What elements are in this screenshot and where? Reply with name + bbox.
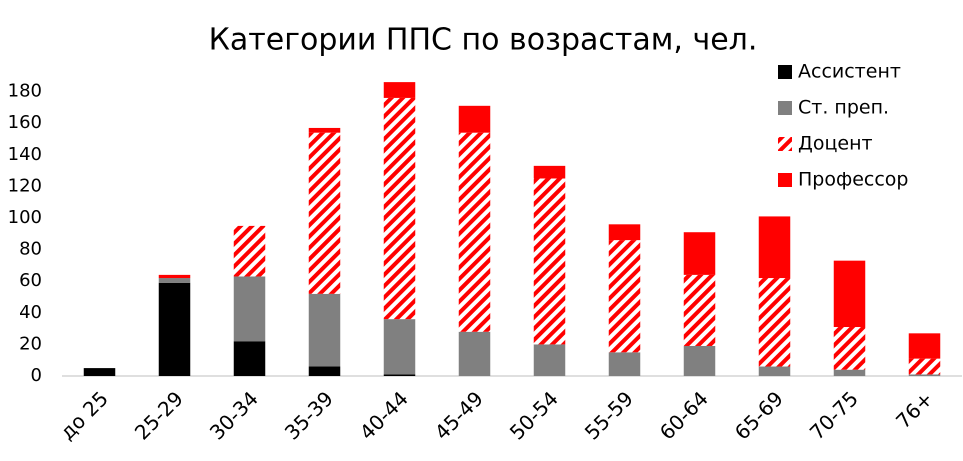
bar-segment: [83, 368, 116, 376]
x-tick-label: 25-29: [130, 386, 188, 444]
bar-segment: [908, 333, 941, 359]
bar-segment: [458, 132, 491, 332]
bar-segment: [458, 331, 491, 376]
bar-segment: [383, 319, 416, 375]
y-tick-label: 160: [8, 112, 42, 133]
bar-segment: [608, 240, 641, 353]
x-tick-label: 40-44: [355, 386, 413, 444]
bar-segment: [683, 232, 716, 275]
bar-segment: [533, 165, 566, 179]
bar-segment: [383, 374, 416, 376]
bar-segment: [758, 366, 791, 376]
y-tick-label: 80: [19, 239, 42, 260]
y-tick-label: 60: [19, 270, 42, 291]
bar-segment: [158, 282, 191, 376]
y-tick-label: 140: [8, 144, 42, 165]
bar-segment: [833, 369, 866, 376]
bar-segment: [158, 278, 191, 283]
bar-segment: [308, 293, 341, 367]
bar-segment: [683, 345, 716, 376]
bar-segment: [608, 352, 641, 376]
x-tick-label: 65-69: [730, 386, 788, 444]
y-tick-label: 40: [19, 302, 42, 323]
bar-segment: [308, 366, 341, 376]
legend-label: Доцент: [798, 133, 873, 155]
x-tick-label: 50-54: [505, 386, 563, 444]
bar-segment: [908, 358, 941, 375]
chart-title: Категории ППС по возрастам, чел.: [209, 23, 758, 58]
legend-swatch: [778, 101, 792, 115]
bar-segment: [533, 344, 566, 376]
bar-segment: [383, 82, 416, 98]
bar-segment: [233, 225, 266, 277]
legend-label: Ст. преп.: [798, 97, 889, 119]
x-tick-label: 30-34: [205, 386, 263, 444]
bar-segment: [833, 260, 866, 328]
legend-swatch: [778, 137, 792, 151]
x-tick-label: 60-64: [655, 386, 713, 444]
bar-segment: [233, 341, 266, 376]
bar-segment: [458, 105, 491, 133]
bar-segment: [758, 216, 791, 279]
bar-segment: [608, 224, 641, 241]
y-tick-label: 100: [8, 207, 42, 228]
bar-segment: [833, 327, 866, 370]
y-tick-label: 20: [19, 333, 42, 354]
legend-label: Профессор: [798, 169, 908, 191]
bar-segment: [683, 274, 716, 346]
bar-segment: [383, 97, 416, 320]
bar-segment: [158, 274, 191, 279]
bar-segment: [233, 276, 266, 342]
x-tick-label: 55-59: [580, 386, 638, 444]
x-tick-label: 35-39: [280, 386, 338, 444]
x-tick-label: 76+: [891, 386, 938, 433]
x-tick-label: до 25: [55, 386, 113, 444]
x-tick-label: 70-75: [805, 386, 863, 444]
legend-swatch: [778, 65, 792, 79]
bar-segment: [758, 278, 791, 367]
y-tick-label: 120: [8, 175, 42, 196]
bar-segment: [908, 374, 941, 376]
bar-segment: [308, 127, 341, 133]
legend-label: Ассистент: [798, 61, 901, 83]
legend-swatch: [778, 173, 792, 187]
x-tick-label: 45-49: [430, 386, 488, 444]
y-tick-label: 180: [8, 81, 42, 102]
bar-segment: [533, 178, 566, 345]
bar-segment: [308, 132, 341, 294]
y-tick-label: 0: [31, 365, 42, 386]
